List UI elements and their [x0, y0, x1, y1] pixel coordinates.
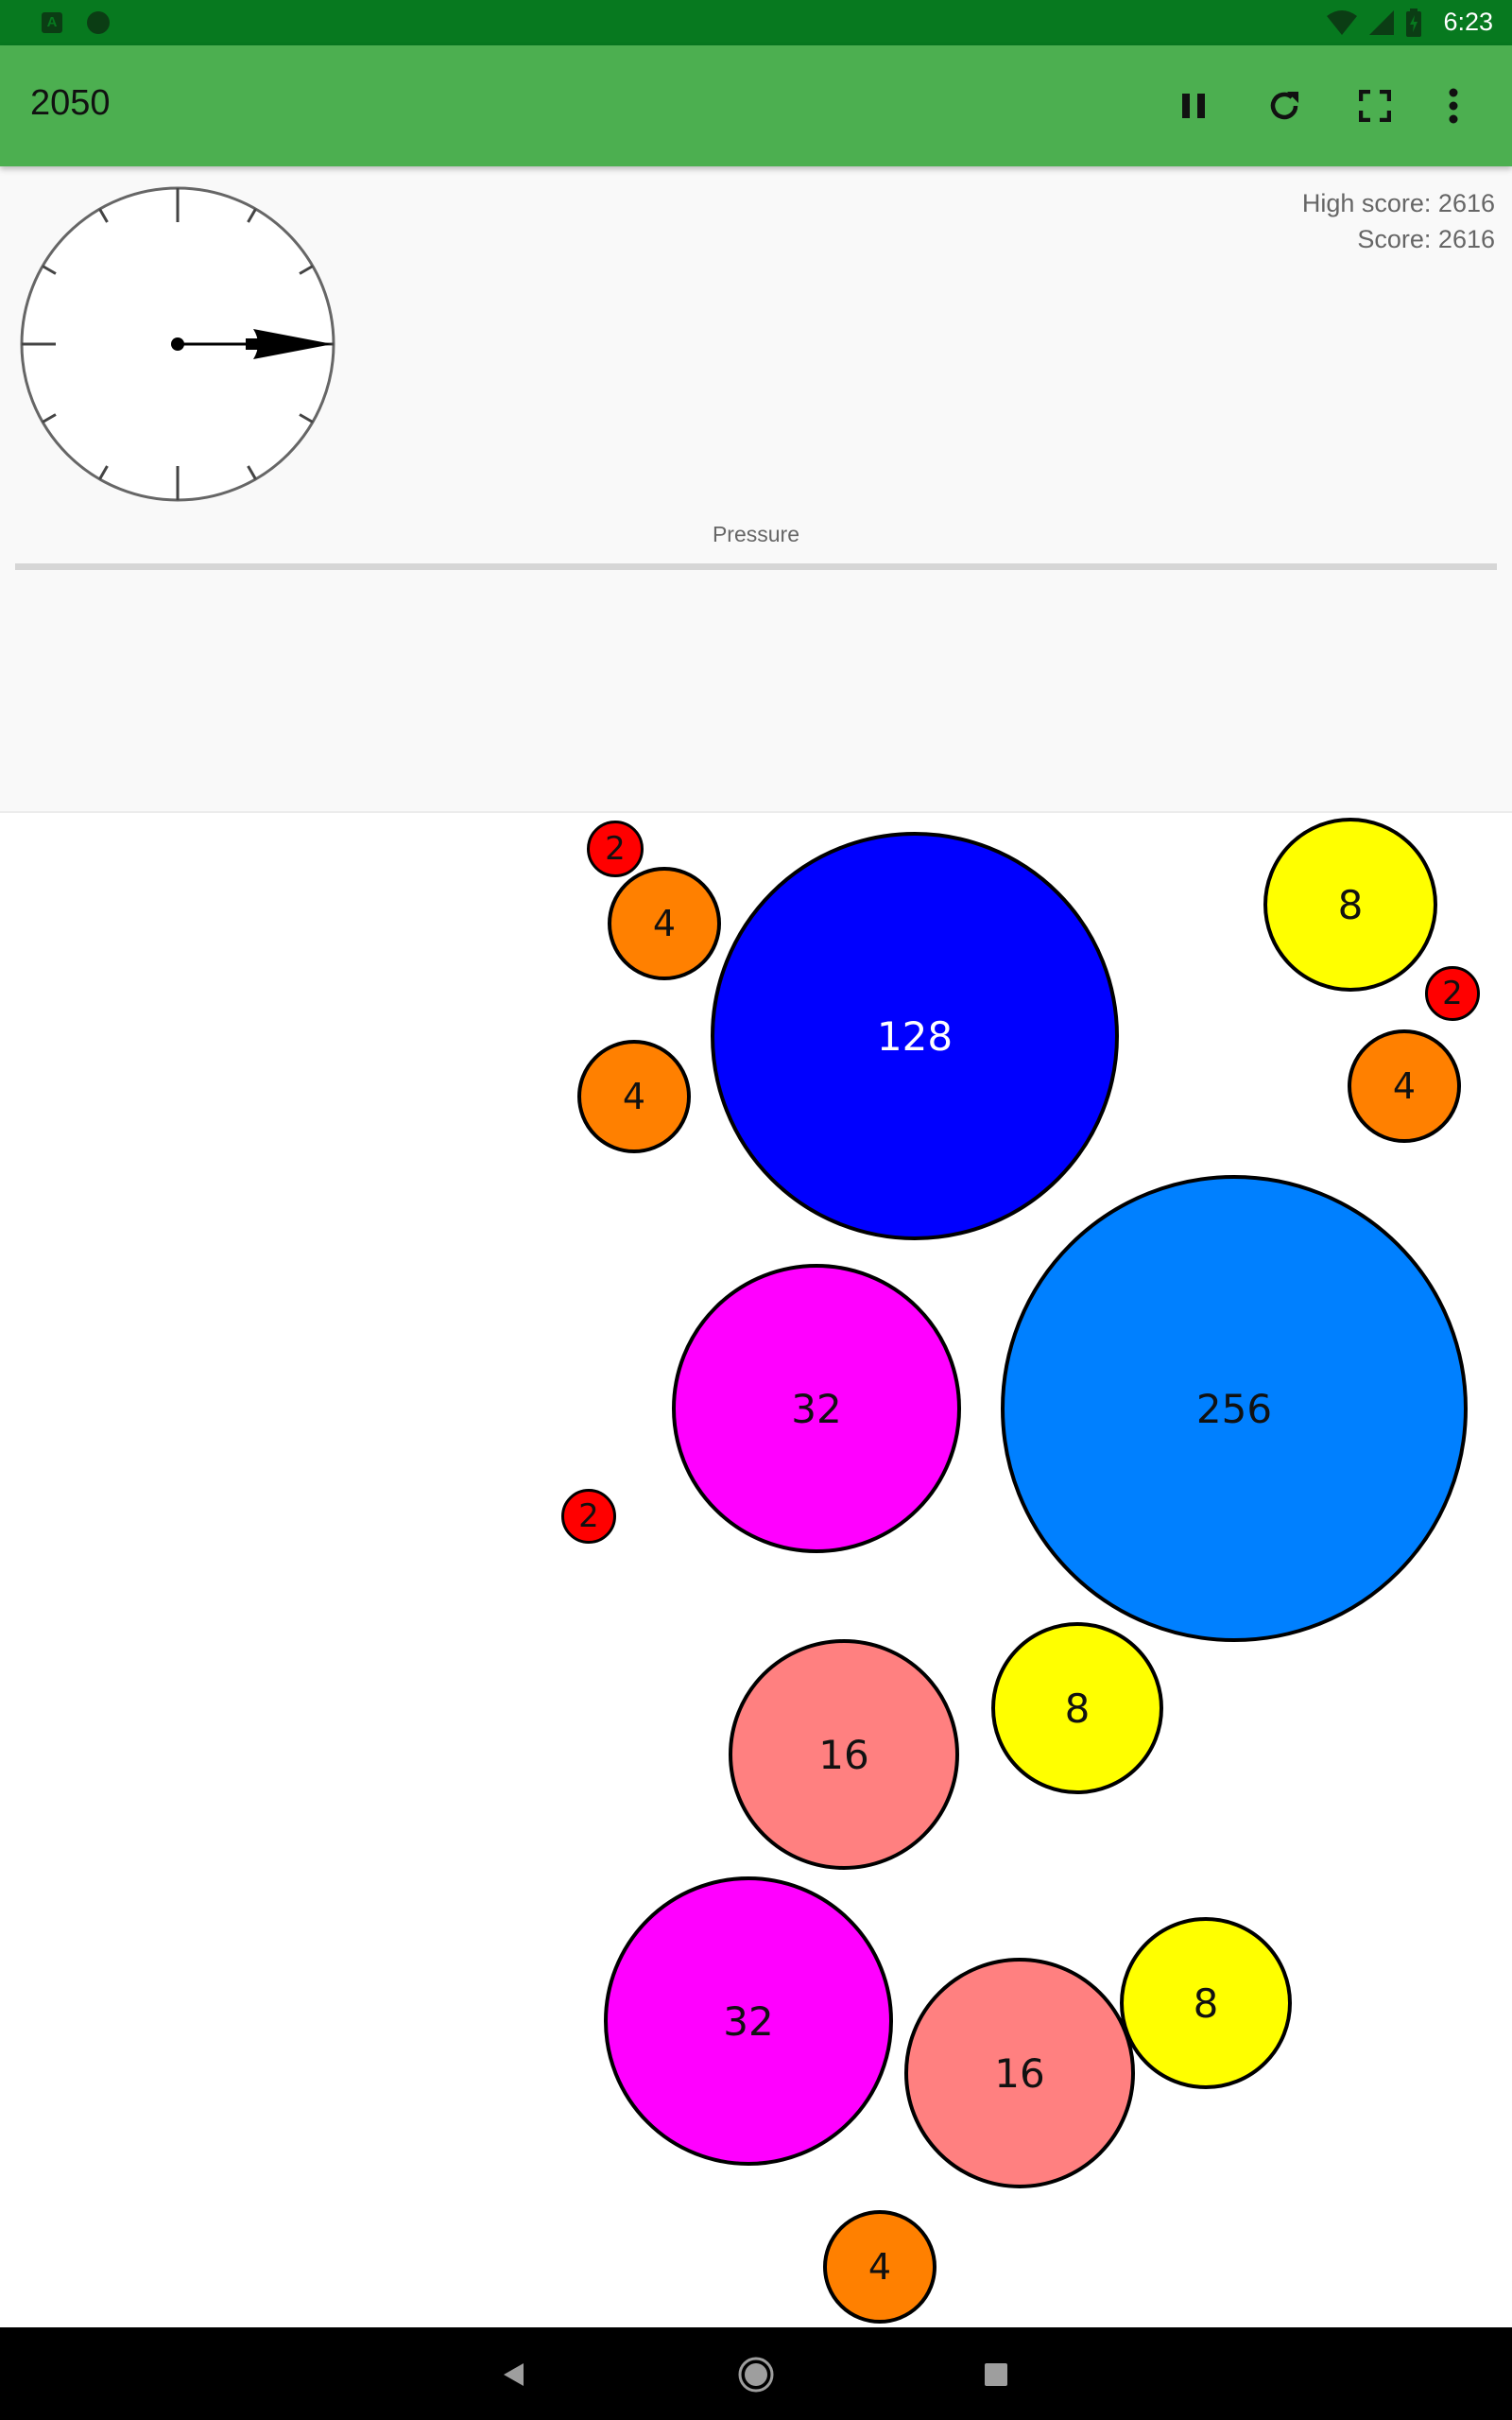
bubble-16[interactable]: 16 [729, 1639, 959, 1870]
bubble-4[interactable]: 4 [1348, 1029, 1461, 1143]
bubble-8[interactable]: 8 [1263, 818, 1437, 992]
bubble-4[interactable]: 4 [577, 1040, 691, 1153]
more-vert-icon [1449, 88, 1458, 124]
bubble-128[interactable]: 128 [711, 832, 1119, 1240]
fullscreen-icon [1359, 90, 1391, 122]
app-bar: 2050 [0, 45, 1512, 166]
info-panel: High score: 2616 Score: 2616 Pressure [0, 166, 1512, 813]
restart-icon [1270, 92, 1298, 120]
gauge-tick [299, 413, 314, 424]
signal-icon [1369, 9, 1395, 35]
gauge-tick [98, 208, 109, 223]
bubble-32[interactable]: 32 [604, 1876, 893, 2166]
bubble-value: 2 [605, 830, 626, 868]
bubble-4[interactable]: 4 [608, 867, 721, 980]
bubble-value: 8 [1337, 881, 1364, 928]
bubble-2[interactable]: 2 [1425, 966, 1480, 1021]
pressure-label: Pressure [712, 522, 800, 546]
bubble-value: 2 [578, 1497, 599, 1535]
gauge-tick [299, 265, 314, 275]
bubble-value: 32 [791, 1385, 842, 1432]
restart-button[interactable] [1258, 79, 1311, 132]
bubble-2[interactable]: 2 [587, 821, 644, 877]
bubble-value: 4 [652, 903, 677, 944]
bubble-4[interactable]: 4 [823, 2210, 936, 2324]
app-title: 2050 [30, 83, 111, 123]
bubble-32[interactable]: 32 [672, 1264, 961, 1553]
bubble-value: 32 [723, 1997, 774, 2045]
navigation-bar [0, 2327, 1512, 2420]
back-icon [504, 2363, 524, 2386]
home-button[interactable] [730, 2348, 782, 2401]
back-button[interactable] [487, 2348, 540, 2401]
scores: High score: 2616 Score: 2616 [1302, 185, 1495, 257]
battery-icon [1406, 8, 1422, 37]
high-score: High score: 2616 [1301, 189, 1495, 217]
more-options-button[interactable] [1427, 79, 1480, 132]
bubble-8[interactable]: 8 [991, 1622, 1163, 1794]
bubble-value: 4 [1392, 1065, 1417, 1107]
recents-icon [985, 2363, 1007, 2386]
bubble-value: 8 [1193, 1979, 1219, 2027]
gauge-tick [42, 413, 57, 424]
game-area[interactable]: 2 4 128 8 2 4 4 32 256 2 16 8 32 16 8 4 [0, 815, 1512, 2327]
bubble-value: 128 [876, 1012, 954, 1060]
home-icon [738, 2357, 774, 2393]
bubble-value: 2 [1442, 975, 1463, 1012]
recents-button[interactable] [970, 2348, 1022, 2401]
gauge-needle [253, 329, 333, 359]
current-score: Score: 2616 [1357, 225, 1495, 253]
bubble-value: 16 [818, 1731, 869, 1778]
gauge-tick [247, 208, 257, 223]
pressure-gauge [20, 186, 335, 502]
pressure-bar [15, 563, 1497, 570]
status-time: 6:23 [1443, 8, 1493, 36]
gauge-tick [247, 465, 257, 480]
bubble-value: 4 [622, 1076, 646, 1117]
bubble-256[interactable]: 256 [1001, 1175, 1468, 1642]
pause-button[interactable] [1167, 79, 1220, 132]
bubble-value: 256 [1195, 1385, 1273, 1432]
wifi-icon [1327, 9, 1358, 35]
bubble-8[interactable]: 8 [1120, 1917, 1292, 2089]
bubble-2[interactable]: 2 [561, 1489, 616, 1544]
notification-dot-icon [87, 11, 110, 34]
status-bar: A 6:23 [0, 0, 1512, 45]
bubble-value: 16 [994, 2049, 1045, 2097]
bubble-16[interactable]: 16 [904, 1958, 1135, 2188]
notification-a-icon: A [42, 12, 62, 33]
gauge-tick [98, 465, 109, 480]
pause-icon [1182, 94, 1205, 118]
fullscreen-button[interactable] [1349, 79, 1401, 132]
bubble-value: 8 [1064, 1685, 1091, 1732]
bubble-value: 4 [868, 2246, 892, 2288]
gauge-tick [42, 265, 57, 275]
